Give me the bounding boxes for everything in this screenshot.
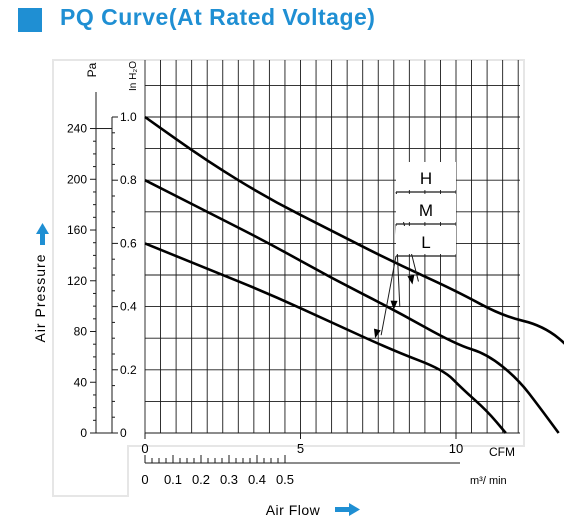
- y-unit-left: Pa: [85, 62, 99, 77]
- legend-bg-L: [396, 226, 456, 254]
- legend-arrowhead-M: [390, 300, 398, 310]
- legend-label-M: M: [419, 201, 433, 220]
- pa-tick-label: 240: [67, 122, 87, 136]
- m3-tick-label: 0.5: [276, 472, 294, 487]
- legend-label-L: L: [421, 233, 430, 252]
- cfm-tick-label: 0: [141, 441, 148, 456]
- legend-label-H: H: [420, 169, 432, 188]
- m3-tick-label: 0: [141, 472, 148, 487]
- arrow-right-icon: [335, 503, 360, 516]
- chart-frame: [52, 59, 525, 497]
- pa-tick-label: 0: [80, 426, 87, 440]
- m3-tick-label: 0.1: [164, 472, 182, 487]
- curve-L: [144, 242, 507, 434]
- inh2o-tick-label: 0.6: [120, 236, 137, 250]
- legend-arrowhead-H: [407, 275, 415, 285]
- tick-marks: 0408012016020024000.20.40.60.81.00510152…: [67, 92, 463, 487]
- inh2o-tick-label: 0: [120, 426, 127, 440]
- legend: HML: [373, 162, 456, 339]
- arrow-up-icon: [36, 223, 49, 245]
- m3-tick-label: 0.3: [220, 472, 238, 487]
- legend-leader-L: [380, 255, 397, 336]
- inh2o-tick-label: 0.2: [120, 363, 137, 377]
- chart-title: PQ Curve(At Rated Voltage): [60, 4, 376, 30]
- pa-tick-label: 200: [67, 172, 87, 186]
- m3-tick-label: 0.4: [248, 472, 266, 487]
- inh2o-tick-label: 1.0: [120, 110, 137, 124]
- cfm-tick-label: 10: [449, 441, 463, 456]
- pa-tick-label: 160: [67, 223, 87, 237]
- inh2o-tick-label: 0.4: [120, 300, 137, 314]
- m3-tick-label: 0.2: [192, 472, 210, 487]
- inh2o-tick-label: 0.8: [120, 173, 137, 187]
- x-unit-top: CFM: [489, 445, 515, 459]
- cfm-tick-label: 5: [297, 441, 304, 456]
- pa-tick-label: 40: [74, 375, 88, 389]
- legend-bg-H: [396, 162, 456, 190]
- x-axis-title: Air Flow: [266, 502, 321, 518]
- grid: [144, 60, 520, 434]
- x-unit-bottom: m³/ min: [470, 475, 507, 487]
- curve-H: [144, 115, 564, 345]
- y-axis-title: Air Pressure: [32, 253, 48, 342]
- title-square-icon: [18, 8, 42, 32]
- pa-tick-label: 80: [74, 325, 88, 339]
- legend-bg-M: [396, 194, 456, 222]
- title-block: PQ Curve(At Rated Voltage): [0, 0, 564, 40]
- y-unit-right: In H₂O: [128, 61, 139, 91]
- legend-arrowhead-L: [373, 328, 381, 339]
- pa-tick-label: 120: [67, 274, 87, 288]
